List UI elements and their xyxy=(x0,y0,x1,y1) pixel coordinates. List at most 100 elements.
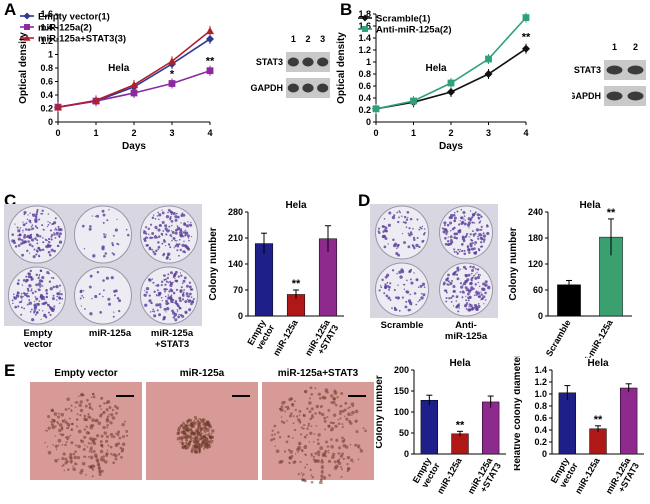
cell-dot xyxy=(270,438,274,442)
cell-dot xyxy=(92,449,96,453)
cell-dot xyxy=(198,418,201,420)
colony-dot xyxy=(398,309,401,312)
cell-dot xyxy=(323,419,327,423)
colony-dot xyxy=(52,294,55,297)
colony-dot xyxy=(162,230,165,232)
colony-dot xyxy=(157,241,160,244)
cell-dot xyxy=(197,428,200,430)
colony-dot xyxy=(108,302,112,306)
colony-dot xyxy=(161,234,164,236)
cell-dot xyxy=(340,475,343,478)
cell-dot xyxy=(310,474,313,477)
cell-dot xyxy=(282,421,286,425)
colony-dot xyxy=(41,295,45,300)
cell-dot xyxy=(65,441,68,444)
colony-dot xyxy=(169,288,173,292)
colony-dot xyxy=(155,284,157,287)
colony-dot xyxy=(469,218,473,221)
cell-dot xyxy=(289,450,293,454)
colony-dot xyxy=(477,273,480,276)
colony-dot xyxy=(453,219,457,223)
colony-dot xyxy=(27,240,30,243)
colony-dot xyxy=(473,222,476,224)
cell-dot xyxy=(104,460,108,464)
cell-dot xyxy=(301,475,304,477)
colony-dot xyxy=(54,217,57,220)
cell-dot xyxy=(318,411,322,415)
colony-dot xyxy=(11,299,14,302)
cell-dot xyxy=(105,435,109,439)
western-blot-a-image: 1 2 3 STAT3 GAPDH xyxy=(250,34,330,98)
cell-dot xyxy=(306,427,309,431)
chart-title: Hela xyxy=(587,358,609,369)
y-tick-label: 120 xyxy=(528,259,543,269)
colony-dot xyxy=(403,288,406,291)
cell-dot xyxy=(299,422,302,424)
colony-dot xyxy=(26,287,30,291)
colony-dot xyxy=(170,213,173,216)
colony-dot xyxy=(147,227,151,231)
colony-dot xyxy=(149,223,153,226)
colony-dot xyxy=(41,224,44,227)
colony-dot xyxy=(164,290,166,293)
cell-dot xyxy=(327,409,331,412)
cell-dot xyxy=(291,403,294,406)
colony-dot xyxy=(56,295,59,298)
colony-dot xyxy=(168,225,171,228)
cell-dot xyxy=(97,464,101,467)
cell-dot xyxy=(177,431,181,435)
chart-a-line: 0 0.2 0.4 0.6 0.8 1 1.2 1.4 1.6 0 1 2 3 4 Days Optical … xyxy=(18,9,215,152)
colony-dot xyxy=(155,294,158,296)
colony-dot xyxy=(58,240,63,244)
y-axis-label: Colony number xyxy=(376,375,385,448)
colony-dot xyxy=(96,270,100,274)
cell-dot xyxy=(88,406,91,409)
cell-dot xyxy=(314,387,317,390)
colony-dot xyxy=(35,297,39,301)
colony-dot xyxy=(392,238,395,241)
colony-dot xyxy=(161,209,163,211)
cell-dot xyxy=(52,444,54,446)
colony-dot xyxy=(171,311,176,315)
cell-dot xyxy=(74,406,77,409)
colony-dot xyxy=(462,265,466,269)
colony-dot xyxy=(180,234,184,238)
cell-dot xyxy=(89,455,94,460)
colony-dot xyxy=(153,252,157,256)
culture-dish xyxy=(140,205,198,264)
cell-dot xyxy=(85,473,87,476)
colony-dot xyxy=(31,318,35,322)
colony-dot xyxy=(35,214,38,218)
cell-dot xyxy=(73,462,77,466)
colony-dot xyxy=(188,308,192,312)
cell-dot xyxy=(294,453,297,455)
y-tick-label: 0.2 xyxy=(534,437,547,447)
colony-dot xyxy=(32,255,36,259)
cell-dot xyxy=(306,463,308,466)
cell-dot xyxy=(193,415,198,420)
y-axis-label: Optical density xyxy=(18,32,29,104)
colony-dot xyxy=(111,242,114,245)
colony-dot xyxy=(464,267,468,271)
colony-dot xyxy=(167,281,170,284)
cell-dot xyxy=(120,455,123,459)
cell-dot xyxy=(115,406,120,410)
colony-dot xyxy=(182,231,186,234)
cell-dot xyxy=(355,430,359,434)
colony-dot xyxy=(189,292,192,296)
cell-dot xyxy=(344,445,349,449)
cell-dot xyxy=(308,397,311,400)
colony-dot xyxy=(458,250,461,253)
colony-dot xyxy=(153,314,157,318)
colony-dot xyxy=(397,284,399,286)
colony-dot xyxy=(171,224,173,227)
colony-dot xyxy=(41,302,44,305)
cell-dot xyxy=(205,420,208,424)
cell-dot xyxy=(181,445,185,450)
cell-dot xyxy=(189,437,193,440)
colony-dot xyxy=(398,270,402,274)
colony-dot xyxy=(486,224,489,228)
cell-dot xyxy=(188,434,193,439)
cell-dot xyxy=(57,438,62,443)
chart-title: Hela xyxy=(579,200,601,211)
